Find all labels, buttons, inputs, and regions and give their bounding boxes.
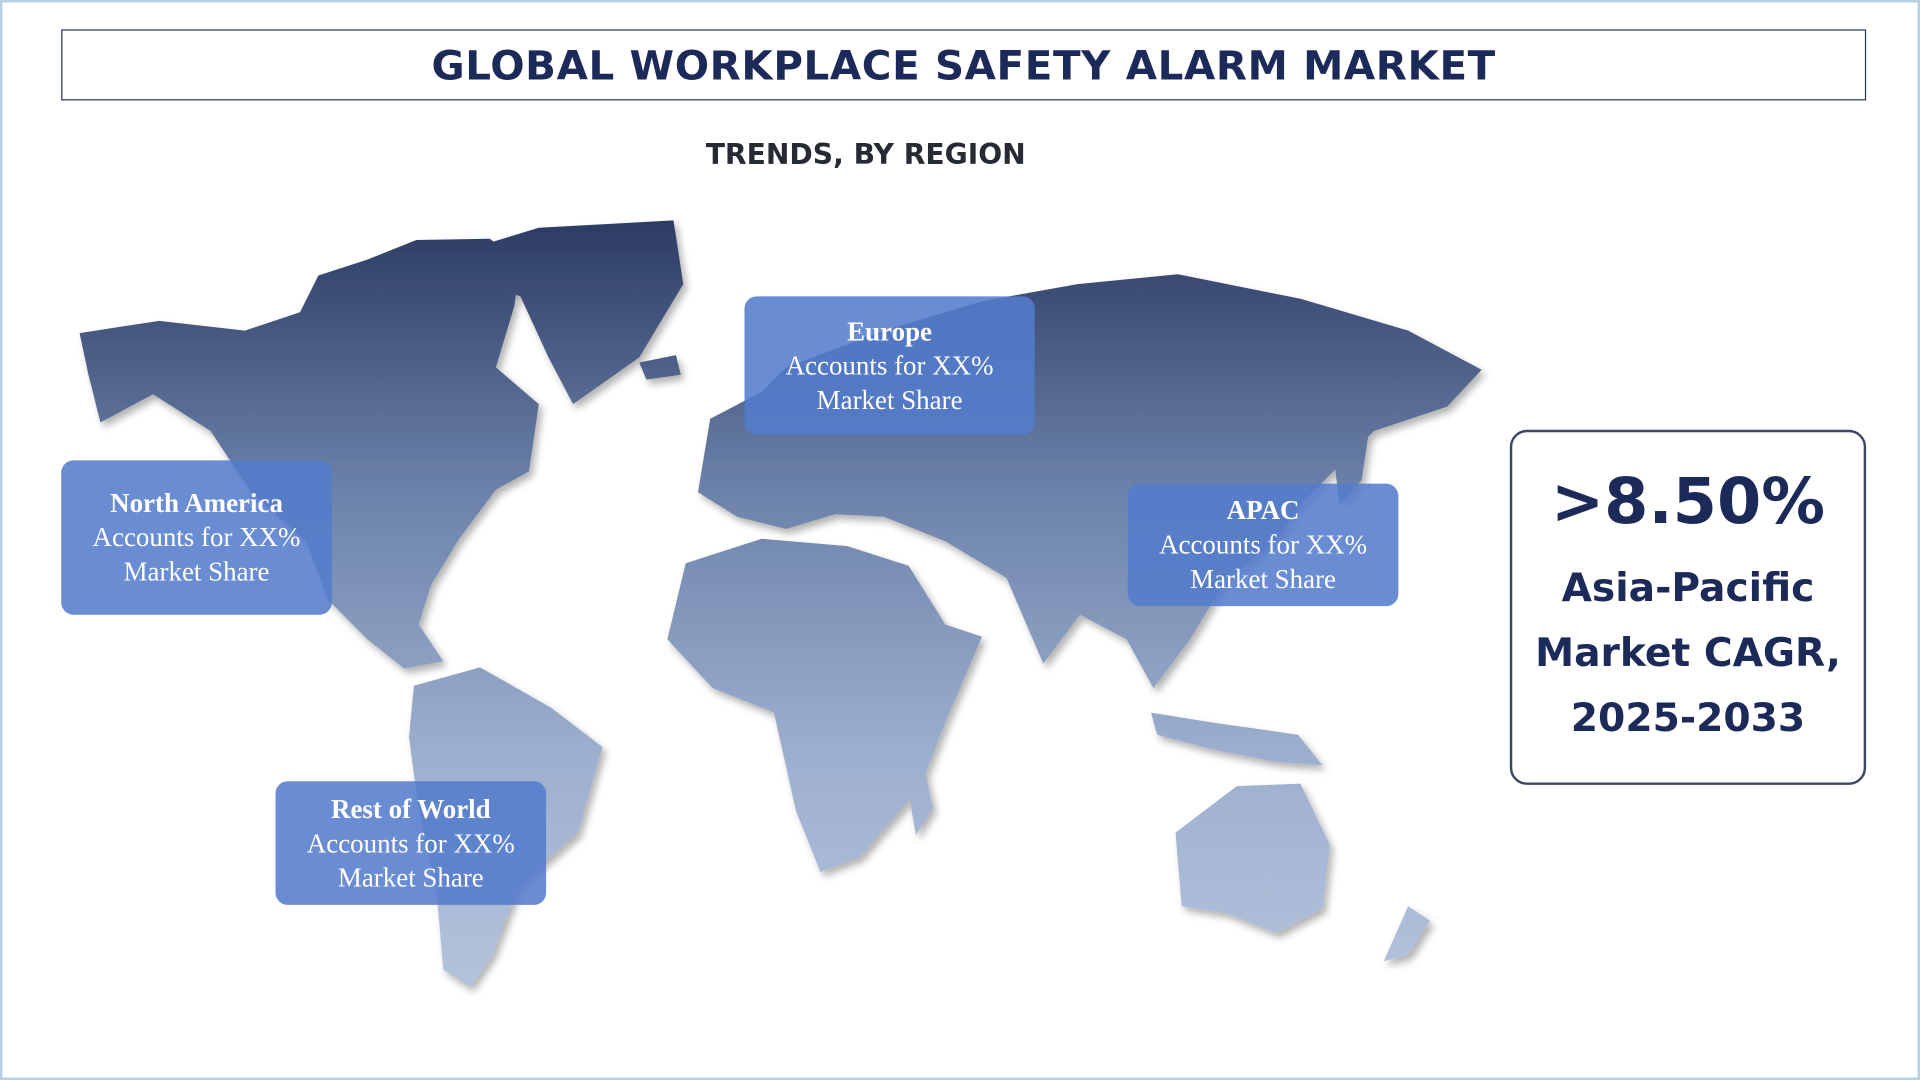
region-share-label: Market Share (337, 861, 484, 893)
region-apac: APAC Accounts for XX% Market Share (1127, 483, 1399, 607)
africa-shape (667, 538, 983, 872)
cagr-label: Market CAGR, (1535, 628, 1841, 676)
cagr-value: >8.50% (1550, 464, 1826, 539)
region-name: Rest of World (330, 792, 491, 824)
new-zealand-shape (1383, 906, 1431, 962)
region-share-label: Market Share (816, 383, 963, 415)
region-share-label: Market Share (1190, 563, 1337, 594)
north-america-shape (79, 238, 539, 669)
cagr-region: Asia-Pacific (1561, 563, 1815, 611)
region-share: Accounts for XX% (92, 521, 301, 553)
cagr-period: 2025-2033 (1570, 693, 1806, 741)
region-share: Accounts for XX% (1159, 528, 1368, 560)
madagascar-shape (908, 773, 934, 836)
cagr-box: >8.50% Asia-Pacific Market CAGR, 2025-20… (1509, 429, 1867, 785)
australia-shape (1175, 783, 1330, 934)
indonesia-shape (1151, 712, 1323, 766)
region-share: Accounts for XX% (785, 349, 994, 381)
uk-shape (712, 416, 735, 463)
title-box: GLOBAL WORKPLACE SAFETY ALARM MARKET (61, 29, 1867, 101)
region-rest-of-world: Rest of World Accounts for XX% Market Sh… (275, 781, 547, 905)
page-subtitle: TRENDS, BY REGION (705, 139, 1026, 172)
japan-shape (1334, 416, 1369, 505)
region-share-label: Market Share (123, 555, 270, 587)
region-name: North America (110, 487, 283, 518)
region-name: APAC (1226, 494, 1300, 526)
iceland-shape (639, 355, 681, 380)
page-title: GLOBAL WORKPLACE SAFETY ALARM MARKET (431, 41, 1496, 89)
region-europe: Europe Accounts for XX% Market Share (744, 296, 1035, 435)
greenland-shape (422, 220, 684, 405)
region-share: Accounts for XX% (306, 827, 515, 858)
region-name: Europe (847, 315, 933, 346)
region-north-america: North America Accounts for XX% Market Sh… (61, 460, 332, 615)
